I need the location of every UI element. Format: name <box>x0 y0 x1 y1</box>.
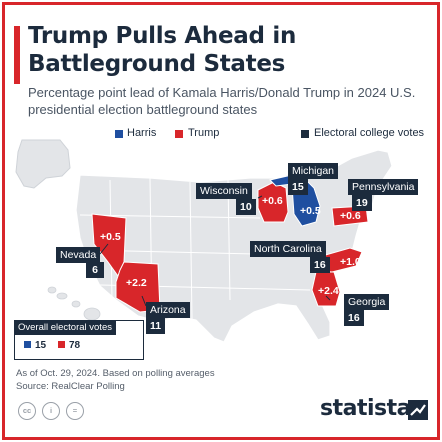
lead-label-nevada: +0.5 <box>100 231 121 243</box>
hawaii-shape <box>47 286 101 321</box>
legend-ecv-label: Electoral college votes <box>314 127 425 139</box>
ev-badge-north-carolina: 16 <box>310 257 330 273</box>
state-label-north-carolina: North Carolina <box>250 241 326 257</box>
source-line: Source: RealClear Polling <box>16 381 125 392</box>
ev-badge-arizona: 11 <box>146 318 166 334</box>
overall-trump-value: 78 <box>69 340 81 351</box>
cc-icon: cc <box>18 402 36 420</box>
page-title: Trump Pulls Ahead in Battleground States <box>28 23 297 77</box>
ev-badge-pennsylvania: 19 <box>352 195 372 211</box>
lead-label-wisconsin: +0.6 <box>262 195 283 207</box>
state-shape-arizona <box>115 261 161 313</box>
lead-label-michigan: +0.5 <box>300 205 321 217</box>
statista-logo[interactable]: statista <box>320 396 411 421</box>
overall-harris-value: 15 <box>35 340 47 351</box>
overall-harris: 15 <box>24 340 46 351</box>
legend-trump-label: Trump <box>188 127 220 139</box>
state-label-georgia: Georgia <box>344 294 390 310</box>
state-label-michigan: Michigan <box>288 163 339 179</box>
overall-votes-title: Overall electoral votes <box>14 320 116 335</box>
state-label-arizona: Arizona <box>146 302 190 318</box>
overall-trump: 78 <box>58 340 80 351</box>
lead-label-georgia: +2.4 <box>318 285 339 297</box>
legend-harris-swatch <box>115 130 123 138</box>
state-label-pennsylvania: Pennsylvania <box>348 179 419 195</box>
lead-label-arizona: +2.2 <box>126 277 147 289</box>
lead-label-pennsylvania: +0.6 <box>340 210 361 222</box>
state-shape-georgia <box>311 271 341 307</box>
alaska-shape <box>15 139 71 189</box>
legend-trump-swatch <box>175 130 183 138</box>
legend-ecv-swatch <box>301 130 309 138</box>
ev-badge-nevada: 6 <box>86 262 104 278</box>
state-label-nevada: Nevada <box>56 247 101 263</box>
ev-badge-wisconsin: 10 <box>236 199 256 215</box>
page-subtitle: Percentage point lead of Kamala Harris/D… <box>28 85 416 117</box>
by-icon: i <box>42 402 60 420</box>
state-label-wisconsin: Wisconsin <box>196 183 252 199</box>
overall-harris-swatch <box>24 341 31 348</box>
ev-badge-georgia: 16 <box>344 310 364 326</box>
footnote: As of Oct. 29, 2024. Based on polling av… <box>16 368 215 379</box>
ev-badge-michigan: 15 <box>288 179 308 195</box>
legend: Harris Trump Electoral college votes <box>115 126 435 142</box>
nd-icon: = <box>66 402 84 420</box>
legend-harris-label: Harris <box>127 127 157 139</box>
statista-mark-icon <box>408 400 428 420</box>
title-accent-bar <box>14 26 20 84</box>
lead-label-north-carolina: +1.0 <box>340 256 361 268</box>
overall-trump-swatch <box>58 341 65 348</box>
